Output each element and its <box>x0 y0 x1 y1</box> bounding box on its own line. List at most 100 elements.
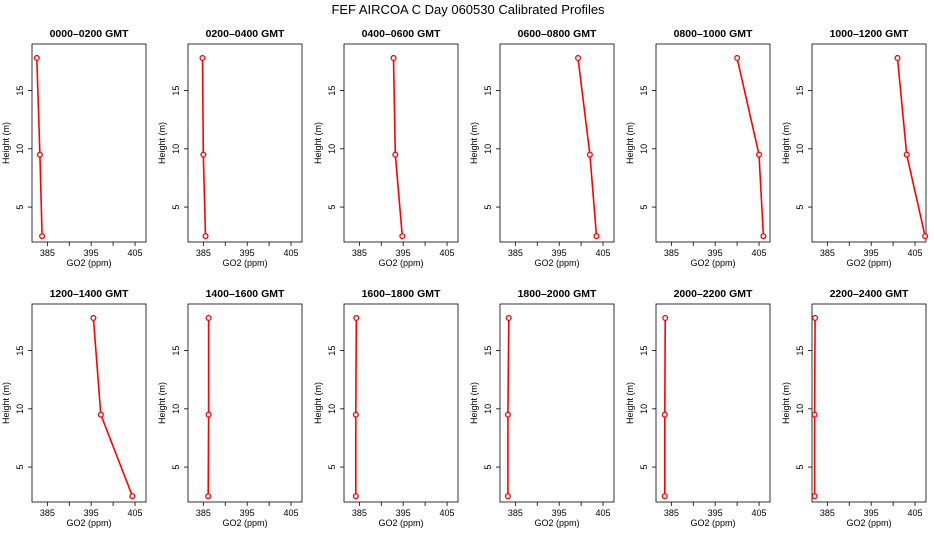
x-tick-label: 385 <box>820 508 835 518</box>
chart-panel: 2200–2400 GMT 385 395 405 5 10 15 GO2 (ppm) Heig… <box>781 288 927 528</box>
x-tick-label: 395 <box>396 508 411 518</box>
x-tick-label: 395 <box>708 508 723 518</box>
y-tick-label: 10 <box>171 404 181 414</box>
x-tick-label: 385 <box>508 508 523 518</box>
plot-frame <box>499 303 615 503</box>
profile-point <box>353 314 360 322</box>
plot-frame <box>31 303 147 503</box>
x-tick-label: 385 <box>664 248 679 258</box>
profile-point <box>39 233 46 240</box>
x-tick-label: 395 <box>84 508 99 518</box>
chart-panel: 1400–1600 GMT 385 395 405 5 10 15 GO2 (ppm) Heig… <box>157 288 303 528</box>
plot-frame <box>655 43 771 243</box>
panel-title: 0000–0200 GMT <box>50 28 129 40</box>
y-tick-label: 15 <box>171 346 181 356</box>
x-axis-label: GO2 (ppm) <box>534 518 579 528</box>
chart-panel: 0400–0600 GMT 385 395 405 5 10 15 GO2 (ppm) Heig… <box>313 28 459 268</box>
x-axis-label: GO2 (ppm) <box>846 258 891 268</box>
profile-point <box>505 314 512 322</box>
plot-frame <box>811 43 927 243</box>
x-tick-label: 385 <box>40 508 55 518</box>
y-tick-label: 10 <box>639 404 649 414</box>
plot-frame <box>187 303 303 503</box>
y-tick-label: 5 <box>483 465 493 470</box>
panel-title: 1200–1400 GMT <box>50 288 129 300</box>
x-axis-label: GO2 (ppm) <box>690 258 735 268</box>
panel-title: 1600–1800 GMT <box>362 288 441 300</box>
x-tick-label: 405 <box>284 508 299 518</box>
x-tick-label: 385 <box>508 248 523 258</box>
x-tick-label: 395 <box>864 248 879 258</box>
profile-point <box>755 151 763 158</box>
profile-point <box>36 151 43 158</box>
chart-panel: 1800–2000 GMT 385 395 405 5 10 15 GO2 (ppm) Heig… <box>469 288 615 528</box>
plot-frame <box>31 43 147 243</box>
x-axis-label: GO2 (ppm) <box>66 518 111 528</box>
profile-point <box>903 151 910 158</box>
plot-frame <box>343 43 459 243</box>
y-tick-label: 10 <box>327 404 337 414</box>
chart-panel: 0600–0800 GMT 385 395 405 5 10 15 GO2 (ppm) Heig… <box>469 28 615 268</box>
profile-point <box>392 151 399 158</box>
figure-title: FEF AIRCOA C Day 060530 Calibrated Profi… <box>331 2 605 17</box>
profile-point <box>760 233 767 240</box>
x-tick-label: 405 <box>128 248 143 258</box>
profile-point <box>199 54 206 62</box>
panel-title: 0600–0800 GMT <box>518 28 597 40</box>
y-tick-label: 5 <box>15 465 25 470</box>
x-axis-label: GO2 (ppm) <box>378 258 423 268</box>
profile-point <box>399 233 406 240</box>
profile-point <box>200 151 207 158</box>
y-axis-label: Height (m) <box>781 382 791 424</box>
y-axis-label: Height (m) <box>625 122 635 164</box>
y-tick-label: 5 <box>171 205 181 210</box>
panel-title: 0200–0400 GMT <box>206 28 285 40</box>
y-tick-label: 15 <box>795 86 805 96</box>
chart-panel: 2000–2200 GMT 385 395 405 5 10 15 GO2 (ppm) Heig… <box>625 288 771 528</box>
profile-point <box>593 233 600 240</box>
x-tick-label: 405 <box>752 248 767 258</box>
x-axis-label: GO2 (ppm) <box>222 518 267 528</box>
profile-point <box>504 493 511 500</box>
profile-point <box>661 411 668 418</box>
profile-point <box>90 314 97 322</box>
x-tick-label: 385 <box>664 508 679 518</box>
profile-line <box>92 317 134 497</box>
y-tick-label: 5 <box>795 465 805 470</box>
profile-point <box>811 411 818 418</box>
x-tick-label: 405 <box>908 508 923 518</box>
profile-point <box>734 54 741 62</box>
x-axis-label: GO2 (ppm) <box>378 518 423 528</box>
x-tick-label: 395 <box>240 508 255 518</box>
y-tick-label: 15 <box>15 86 25 96</box>
y-tick-label: 10 <box>639 144 649 154</box>
panel-title: 1000–1200 GMT <box>830 28 909 40</box>
y-tick-label: 15 <box>327 86 337 96</box>
y-axis-label: Height (m) <box>1 382 11 424</box>
y-tick-label: 5 <box>15 205 25 210</box>
x-tick-label: 385 <box>352 508 367 518</box>
x-axis-label: GO2 (ppm) <box>846 518 891 528</box>
x-tick-label: 405 <box>284 248 299 258</box>
profile-line <box>36 57 43 237</box>
profile-point <box>504 411 511 418</box>
plot-frame <box>499 43 615 243</box>
profile-point <box>922 233 929 240</box>
profile-point <box>205 493 212 500</box>
x-tick-label: 405 <box>908 248 923 258</box>
y-tick-label: 15 <box>15 346 25 356</box>
profile-line <box>896 57 926 237</box>
panels-grid: 0000–0200 GMT 385 395 405 5 10 15 GO2 (ppm) Heig… <box>1 28 929 528</box>
y-tick-label: 5 <box>327 205 337 210</box>
profile-point <box>661 493 668 500</box>
profile-line <box>354 317 358 497</box>
y-tick-label: 15 <box>483 86 493 96</box>
x-tick-label: 405 <box>440 248 455 258</box>
y-axis-label: Height (m) <box>313 382 323 424</box>
y-tick-label: 10 <box>483 144 493 154</box>
x-tick-label: 385 <box>196 248 211 258</box>
y-tick-label: 5 <box>795 205 805 210</box>
y-tick-label: 10 <box>171 144 181 154</box>
x-tick-label: 405 <box>596 508 611 518</box>
chart-panel: 1000–1200 GMT 385 395 405 5 10 15 GO2 (ppm) Heig… <box>781 28 929 268</box>
